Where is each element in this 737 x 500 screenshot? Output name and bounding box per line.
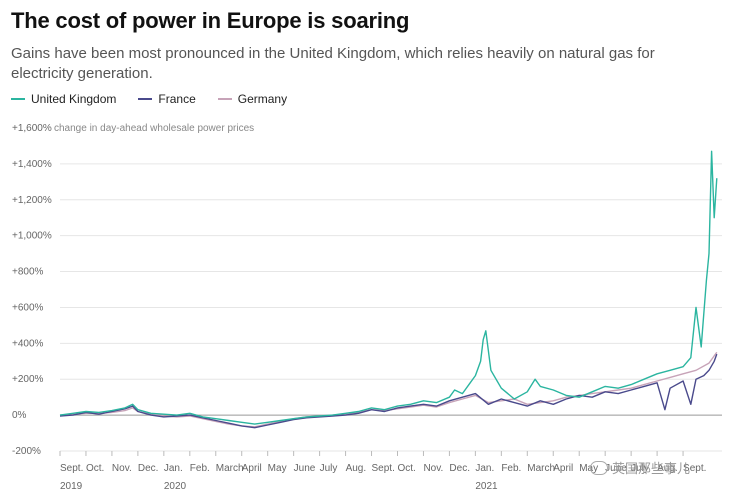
x-tick-label: Sept.	[372, 463, 395, 474]
series-line-france	[59, 353, 718, 429]
y-tick-label: -200%	[12, 446, 41, 457]
x-tick-label: Dec.	[138, 463, 159, 474]
watermark: 英国那些事儿	[590, 458, 690, 477]
x-year-label: 2020	[164, 481, 187, 492]
legend-label-uk: United Kingdom	[31, 92, 117, 106]
x-tick-label: Sept.	[60, 463, 83, 474]
x-tick-label: July	[631, 463, 649, 474]
x-tick-label: March	[216, 463, 244, 474]
series-lines	[59, 150, 718, 429]
x-tick-label: Jan.	[164, 463, 183, 474]
x-tick-label: May	[268, 463, 287, 474]
x-year-label: 2021	[475, 481, 498, 492]
y-tick-label: +1,000%	[12, 231, 52, 242]
watermark-text: 英国那些事儿	[612, 461, 691, 476]
chart-subtitle: Gains have been most pronounced in the U…	[11, 45, 655, 82]
x-tick-label: Aug.	[346, 463, 367, 474]
x-tick-label: Oct.	[397, 463, 415, 474]
wechat-icon	[590, 460, 608, 475]
legend-item-uk: United Kingdom	[11, 92, 116, 106]
y-tick-label: +1,400%	[12, 159, 52, 170]
x-tick-label: Feb.	[501, 463, 521, 474]
x-tick-label: Aug.	[657, 463, 678, 474]
x-tick-label: March	[527, 463, 555, 474]
x-tick-label: Dec.	[449, 463, 470, 474]
y-tick-label: +400%	[12, 338, 44, 349]
x-tick-label: Nov.	[112, 463, 132, 474]
y-tick-label: +200%	[12, 374, 44, 385]
x-tick-label: Nov.	[423, 463, 443, 474]
legend-swatch-france	[138, 98, 153, 100]
y-axis-label: change in day-ahead wholesale power pric…	[54, 123, 254, 134]
y-tick-label: 0%	[12, 410, 27, 421]
legend-item-france: France	[138, 92, 196, 106]
x-tick-label: June	[294, 463, 316, 474]
legend-item-germany: Germany	[217, 92, 288, 106]
y-tick-label: +800%	[12, 267, 44, 278]
x-tick-label: April	[242, 463, 262, 474]
y-tick-label: +1,600%	[12, 123, 52, 134]
x-tick-label: May	[579, 463, 598, 474]
y-tick-label: +1,200%	[12, 195, 52, 206]
legend-swatch-germany	[217, 98, 232, 100]
x-tick-label: July	[320, 463, 338, 474]
x-tick-label: April	[553, 463, 573, 474]
legend-swatch-uk	[11, 98, 25, 100]
x-tick-label: Sept.	[683, 463, 706, 474]
x-tick-label: June	[605, 463, 627, 474]
legend-label-france: France	[158, 92, 196, 106]
legend-label-germany: Germany	[237, 92, 288, 106]
x-tick-label: Feb.	[190, 463, 210, 474]
x-tick-label: Oct.	[86, 463, 104, 474]
legend: United Kingdom France Germany	[11, 92, 287, 106]
x-year-label: 2019	[60, 481, 83, 492]
y-tick-label: +600%	[12, 302, 44, 313]
chart-title: The cost of power in Europe is soaring	[11, 8, 410, 33]
x-tick-label: Jan.	[475, 463, 494, 474]
y-axis-ticks: -200% 0% +200% +400% +600% +800% +1,000% +1,200…	[12, 123, 254, 457]
series-line-united-kingdom	[59, 150, 718, 425]
